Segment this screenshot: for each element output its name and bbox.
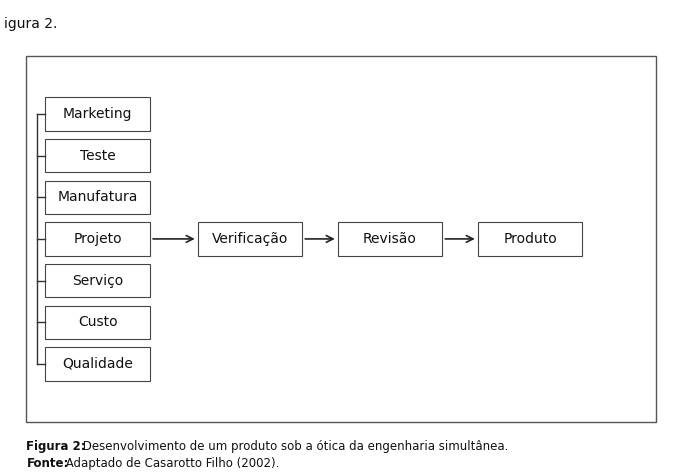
Text: Fonte:: Fonte: — [27, 457, 69, 470]
Text: Adaptado de Casarotto Filho (2002).: Adaptado de Casarotto Filho (2002). — [62, 457, 280, 470]
Bar — [46, 139, 150, 172]
Bar — [338, 222, 443, 256]
Text: Marketing: Marketing — [63, 107, 132, 121]
Bar — [27, 56, 655, 422]
Text: Manufatura: Manufatura — [58, 190, 138, 204]
Bar — [198, 222, 302, 256]
Text: Figura 2:: Figura 2: — [27, 440, 86, 453]
Text: Revisão: Revisão — [363, 232, 417, 246]
Bar — [46, 264, 150, 297]
Text: Produto: Produto — [503, 232, 557, 246]
Text: Verificação: Verificação — [212, 232, 288, 246]
Bar — [46, 347, 150, 380]
Bar — [46, 180, 150, 214]
Bar — [46, 222, 150, 256]
Bar — [46, 97, 150, 131]
Bar — [477, 222, 582, 256]
Text: Custo: Custo — [78, 315, 117, 329]
Bar — [46, 305, 150, 339]
Text: Qualidade: Qualidade — [62, 357, 133, 371]
Text: Desenvolvimento de um produto sob a ótica da engenharia simultânea.: Desenvolvimento de um produto sob a ótic… — [78, 440, 508, 453]
Text: igura 2.: igura 2. — [4, 17, 57, 31]
Text: Teste: Teste — [80, 149, 116, 162]
Text: Serviço: Serviço — [72, 274, 123, 287]
Text: Projeto: Projeto — [74, 232, 122, 246]
